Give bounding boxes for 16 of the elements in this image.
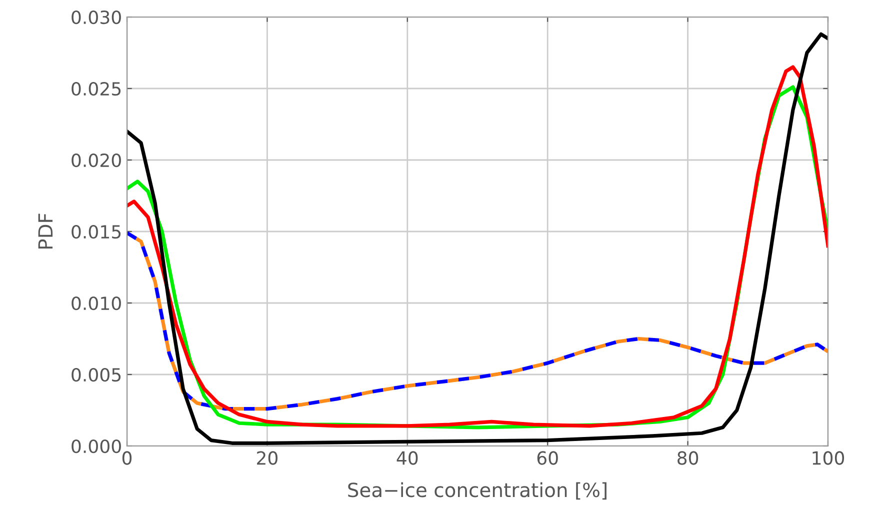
y-tick-label: 0.015 [72, 224, 121, 239]
x-tick-label: 40 [396, 451, 418, 465]
x-axis-title: Sea−ice concentration [%] [348, 482, 606, 500]
y-tick-label: 0.025 [72, 82, 121, 96]
x-tick-label: 80 [678, 451, 698, 465]
y-tick-label: 0.000 [72, 439, 121, 454]
x-tick-label: 0 [122, 451, 132, 465]
y-tick-label: 0.020 [72, 153, 121, 168]
x-tick-label: 60 [537, 451, 558, 465]
y-axis-title: PDF [38, 214, 53, 249]
y-tick-label: 0.005 [72, 368, 121, 382]
x-tick-label: 100 [812, 451, 844, 465]
y-tick-label: 0.030 [72, 10, 121, 24]
line-series [127, 231, 828, 411]
y-tick-label: 0.010 [72, 296, 121, 310]
x-tick-label: 20 [257, 451, 278, 465]
